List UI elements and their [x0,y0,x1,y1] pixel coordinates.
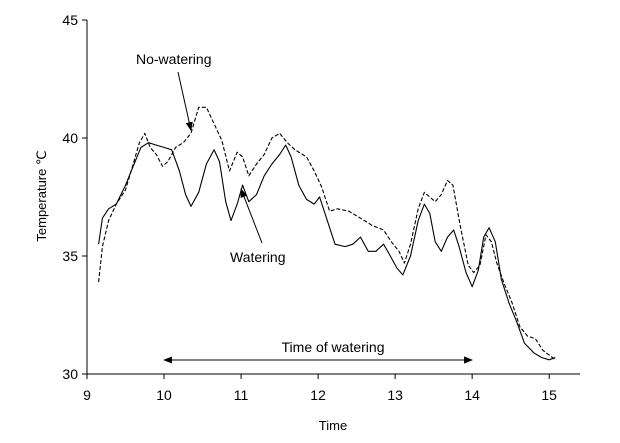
y-tick-label: 45 [62,12,78,28]
y-tick-label: 30 [62,366,78,382]
y-axis-ticks: 30 35 40 45 [62,12,87,382]
annotation-layer [163,71,474,364]
annotation-watering-arrow [240,188,263,244]
x-axis-title: Time [319,418,347,433]
series-line-no-watering [98,106,556,361]
annotation-watering-label: Watering [230,249,286,265]
annotation-time-of-watering-label: Time of watering [282,339,385,355]
x-axis-ticks: 9 10 11 12 13 14 15 [83,374,557,403]
series-line-watering [98,142,556,361]
annotation-no-watering-label: No-watering [136,51,211,67]
x-tick-label: 15 [541,387,557,403]
series-layer [98,106,556,361]
annotation-no-watering-arrow [177,71,193,132]
x-tick-label: 13 [387,387,403,403]
x-tick-label: 12 [310,387,326,403]
x-tick-label: 14 [464,387,480,403]
axes [86,20,580,375]
y-tick-label: 40 [62,130,78,146]
x-tick-label: 10 [156,387,172,403]
x-tick-label: 11 [234,387,249,403]
y-axis-title: Temperature ℃ [34,150,49,241]
y-tick-label: 35 [62,248,78,264]
x-tick-label: 9 [83,387,91,403]
